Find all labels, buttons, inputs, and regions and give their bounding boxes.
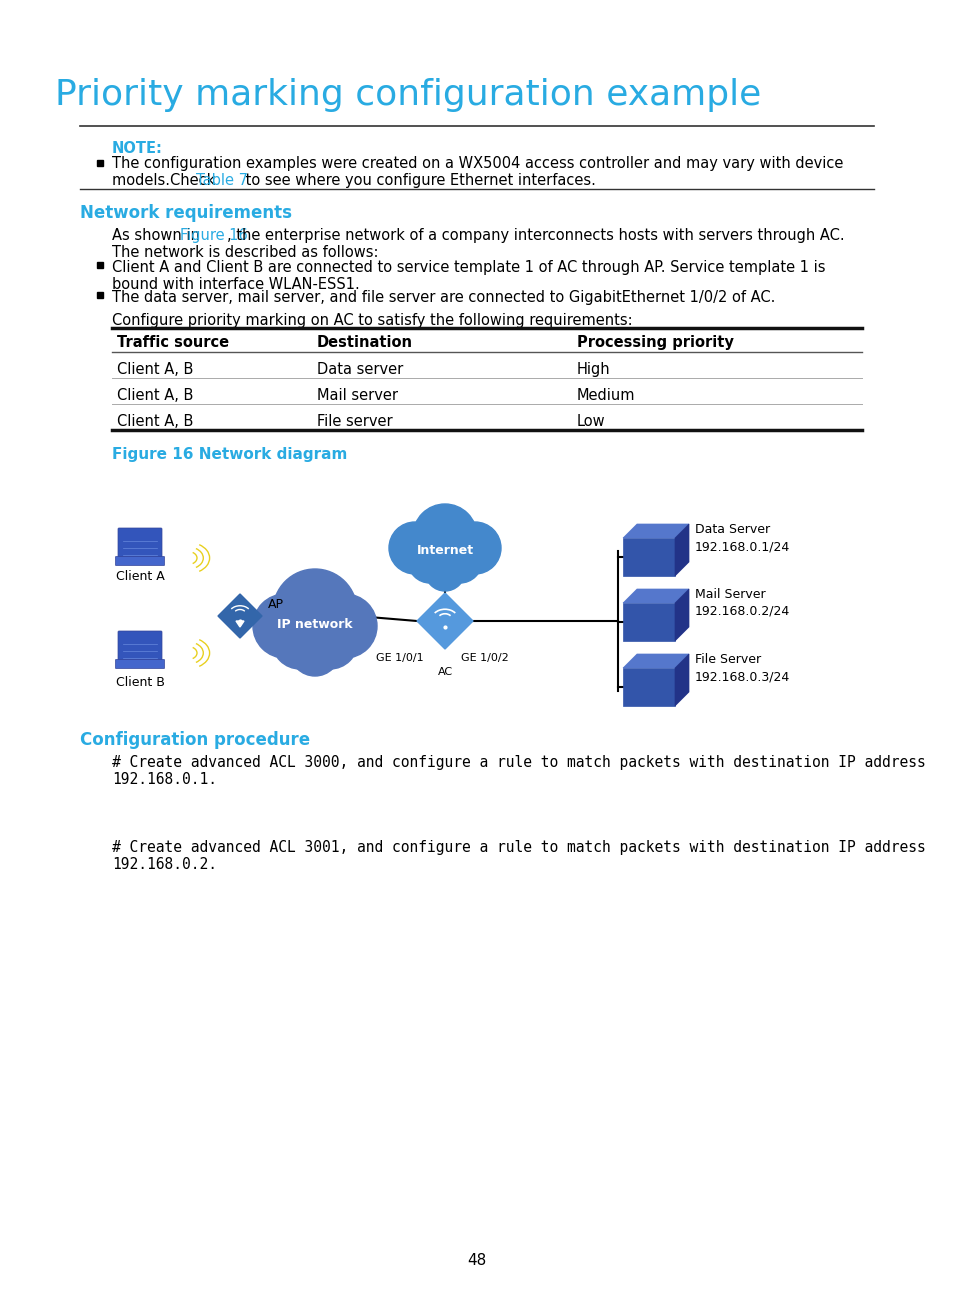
Text: Network requirements: Network requirements (80, 203, 292, 222)
Text: 48: 48 (467, 1253, 486, 1267)
Text: bound with interface WLAN-ESS1.: bound with interface WLAN-ESS1. (112, 277, 359, 292)
Text: Client A, B: Client A, B (117, 413, 193, 429)
Text: NOTE:: NOTE: (112, 141, 163, 156)
Text: GE 1/0/2: GE 1/0/2 (460, 653, 508, 664)
Text: As shown in: As shown in (112, 228, 204, 244)
Text: File Server: File Server (695, 653, 760, 666)
Text: 192.168.0.1.: 192.168.0.1. (112, 772, 216, 787)
Polygon shape (235, 621, 244, 627)
Text: Mail server: Mail server (316, 388, 397, 403)
Text: Mail Server: Mail Server (695, 588, 765, 601)
Circle shape (272, 613, 328, 669)
Circle shape (389, 522, 440, 574)
Text: AC: AC (437, 667, 452, 677)
Text: Internet: Internet (416, 543, 473, 556)
Text: Data server: Data server (316, 362, 403, 377)
Circle shape (424, 551, 464, 591)
Text: GE 1/0/1: GE 1/0/1 (375, 653, 423, 664)
Text: # Create advanced ACL 3001, and configure a rule to match packets with destinati: # Create advanced ACL 3001, and configur… (112, 840, 924, 855)
Circle shape (408, 539, 452, 583)
Text: High: High (577, 362, 610, 377)
Circle shape (413, 504, 476, 568)
Text: Client B: Client B (115, 677, 164, 689)
Text: IP network: IP network (277, 617, 353, 630)
Text: The network is described as follows:: The network is described as follows: (112, 245, 378, 260)
FancyBboxPatch shape (115, 556, 164, 565)
Text: Low: Low (577, 413, 605, 429)
Circle shape (302, 613, 357, 669)
Text: 192.168.0.2/24: 192.168.0.2/24 (695, 605, 789, 618)
Text: # Create advanced ACL 3000, and configure a rule to match packets with destinati: # Create advanced ACL 3000, and configur… (112, 756, 924, 770)
Text: Figure 16 Network diagram: Figure 16 Network diagram (112, 447, 347, 461)
Polygon shape (218, 594, 262, 638)
Text: AP: AP (268, 597, 284, 610)
Polygon shape (416, 594, 473, 649)
FancyBboxPatch shape (118, 527, 162, 560)
Polygon shape (622, 603, 675, 642)
Polygon shape (622, 538, 675, 575)
Polygon shape (675, 588, 688, 642)
Circle shape (437, 539, 481, 583)
Circle shape (273, 569, 356, 653)
Text: to see where you configure Ethernet interfaces.: to see where you configure Ethernet inte… (241, 172, 596, 188)
Text: Client A, B: Client A, B (117, 362, 193, 377)
Text: Configure priority marking on AC to satisfy the following requirements:: Configure priority marking on AC to sati… (112, 314, 632, 328)
Text: File server: File server (316, 413, 393, 429)
Polygon shape (622, 524, 688, 538)
FancyBboxPatch shape (115, 660, 164, 669)
Polygon shape (675, 524, 688, 575)
FancyBboxPatch shape (118, 631, 162, 664)
Polygon shape (675, 654, 688, 706)
Text: Figure 16: Figure 16 (180, 228, 248, 244)
Text: The data server, mail server, and file server are connected to GigabitEthernet 1: The data server, mail server, and file s… (112, 290, 775, 305)
Polygon shape (622, 667, 675, 706)
Text: 192.168.0.3/24: 192.168.0.3/24 (695, 670, 789, 683)
Polygon shape (622, 654, 688, 667)
Text: Client A: Client A (115, 570, 164, 583)
Text: Destination: Destination (316, 334, 413, 350)
Text: Processing priority: Processing priority (577, 334, 733, 350)
Text: models.Check: models.Check (112, 172, 219, 188)
Circle shape (290, 626, 339, 677)
Text: Configuration procedure: Configuration procedure (80, 731, 310, 749)
Text: Traffic source: Traffic source (117, 334, 229, 350)
Text: Client A and Client B are connected to service template 1 of AC through AP. Serv: Client A and Client B are connected to s… (112, 260, 824, 275)
Polygon shape (622, 588, 688, 603)
Text: 192.168.0.1/24: 192.168.0.1/24 (695, 540, 789, 553)
Text: Data Server: Data Server (695, 524, 769, 537)
Text: Priority marking configuration example: Priority marking configuration example (55, 78, 760, 111)
Text: Medium: Medium (577, 388, 635, 403)
Text: , the enterprise network of a company interconnects hosts with servers through A: , the enterprise network of a company in… (227, 228, 843, 244)
Text: Client A, B: Client A, B (117, 388, 193, 403)
Text: 192.168.0.2.: 192.168.0.2. (112, 857, 216, 872)
Text: Table 7: Table 7 (195, 172, 248, 188)
Text: The configuration examples were created on a WX5004 access controller and may va: The configuration examples were created … (112, 156, 842, 171)
Circle shape (449, 522, 500, 574)
Circle shape (253, 594, 316, 658)
Circle shape (313, 594, 376, 658)
